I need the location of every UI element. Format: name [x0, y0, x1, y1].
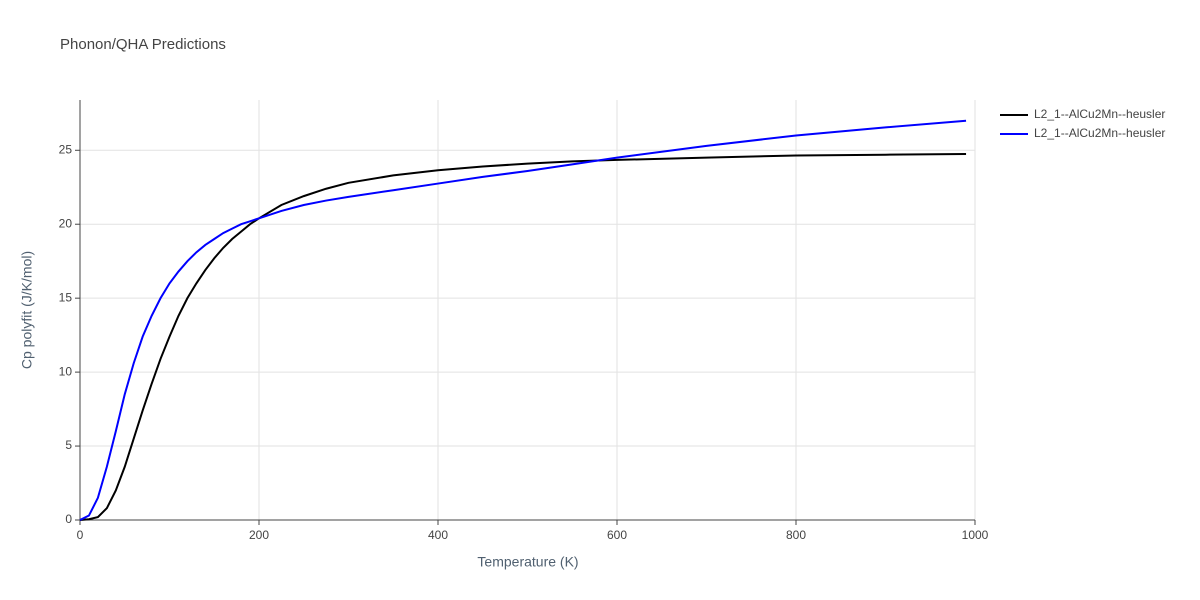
y-tick-label: 0 [65, 512, 72, 526]
x-tick-label: 600 [607, 528, 627, 542]
y-tick-label: 20 [59, 216, 73, 230]
y-tick-label: 15 [59, 290, 73, 304]
x-tick-label: 200 [249, 528, 269, 542]
y-tick-label: 25 [59, 142, 73, 156]
legend-label: L2_1--AlCu2Mn--heusler [1034, 107, 1165, 121]
y-tick-label: 5 [65, 438, 72, 452]
y-axis-title: Cp polyfit (J/K/mol) [19, 251, 35, 369]
x-tick-label: 0 [77, 528, 84, 542]
series-line [79, 119, 967, 521]
y-tick-label: 10 [59, 364, 73, 378]
x-tick-label: 1000 [962, 528, 989, 542]
x-axis-title: Temperature (K) [477, 554, 578, 570]
chart-title: Phonon/QHA Predictions [60, 36, 226, 53]
series-line [79, 152, 967, 521]
x-tick-label: 400 [428, 528, 448, 542]
legend-label: L2_1--AlCu2Mn--heusler [1034, 126, 1165, 140]
x-tick-label: 800 [786, 528, 806, 542]
